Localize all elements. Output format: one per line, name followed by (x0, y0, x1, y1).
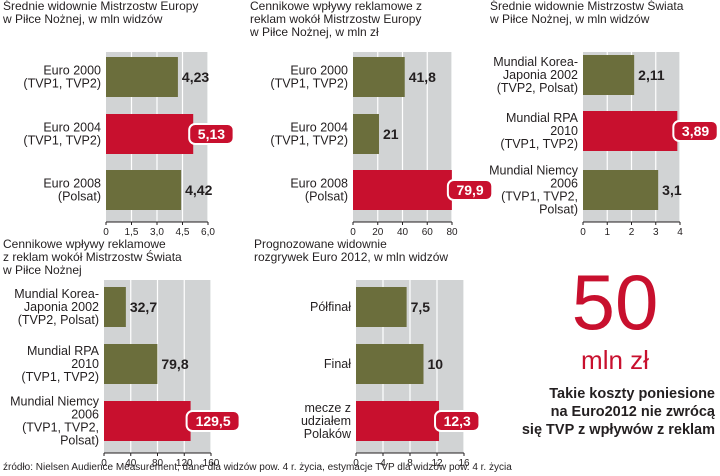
category-label: Mundial RPA 2010 (TVP1, TVP2) (21, 344, 99, 384)
value-label: 7,5 (411, 299, 431, 315)
big-number-unit: mln zł (581, 345, 649, 375)
tick-label: 0 (101, 458, 107, 469)
chart-title: Prognozowane widownie rozgrywek Euro 201… (254, 237, 449, 264)
chart-world-cup-ad-revenue: Mundial Korea-Japonia 2002 (TVP2, Polsat)… (10, 280, 241, 469)
chart-panel-euro-ad-revenue: Cennikowe wpływy reklamowe z reklam wokó… (250, 0, 494, 238)
tick-label: 6,0 (201, 227, 215, 238)
bar (104, 287, 126, 327)
tick-label: 1,5 (125, 227, 139, 238)
value-label: 12,3 (444, 413, 471, 429)
bar (104, 401, 191, 441)
chart-euro-audience: Euro 2000 (TVP1, TVP2) 4,23 Euro 2004 (TVP1,… (23, 52, 235, 238)
bar (353, 114, 379, 154)
chart-panel-euro2012-forecast: Prognozowane widownie rozgrywek Euro 201… (254, 237, 486, 469)
bar (353, 170, 452, 210)
summary-note: Takie koszty poniesione na Euro2012 nie … (490, 385, 715, 439)
value-label: 10 (428, 356, 444, 372)
tick-label: 4 (677, 227, 683, 238)
category-label: Mundial Korea-Japonia 2002 (TVP2, Polsat) (14, 287, 99, 327)
tick-label: 0 (353, 458, 359, 469)
tick-label: 3 (653, 227, 659, 238)
category-label: Euro 2008 (Polsat) (43, 177, 101, 204)
value-label: 41,8 (409, 69, 436, 85)
value-label: 79,9 (456, 182, 483, 198)
tick-label: 60 (422, 227, 434, 238)
chart-world-cup-audience: Mundial Korea-Japonia 2002 (TVP2, Polsat)… (489, 52, 719, 238)
bar (353, 57, 405, 97)
tick-label: 16 (458, 458, 470, 469)
value-badge (434, 410, 481, 432)
bar (106, 170, 182, 210)
bar (583, 170, 659, 210)
bar (356, 401, 440, 441)
category-label: mecze z udziałem Polaków (301, 401, 352, 441)
tick-label: 3,0 (150, 227, 164, 238)
chart-euro-ad-revenue: Euro 2000 (TVP1, TVP2) 41,8 Euro 2004 (TVP1,… (270, 52, 494, 238)
category-label: Euro 2004 (TVP1, TVP2) (23, 121, 101, 148)
tick-label: 12 (431, 458, 443, 469)
bar (106, 114, 194, 154)
bar (356, 287, 407, 327)
bar (104, 344, 158, 384)
value-label: 129,5 (196, 413, 231, 429)
tick-label: 80 (152, 458, 164, 469)
value-badge (446, 179, 494, 201)
chart-panel-world-cup-ad-revenue: Cennikowe wpływy reklamowe z reklam wokó… (3, 237, 248, 469)
summary-note-line: na Euro2012 nie zwrócą (550, 404, 715, 420)
value-badge (672, 120, 719, 142)
value-label: 3,89 (682, 123, 709, 139)
tick-label: 0 (580, 227, 586, 238)
category-label: Euro 2000 (TVP1, TVP2) (23, 64, 101, 91)
category-label: Mundial Niemcy 2006 (TVP1, TVP2, Polsat) (10, 395, 100, 448)
chart-panel-world-cup-audience: Średnie widownie Mistrzostw Świata w Pił… (489, 0, 719, 238)
chart-title: Średnie widownie Mistrzostw Świata w Pił… (490, 0, 684, 26)
summary-note-line: się TVP z wpływów z reklam (521, 422, 715, 438)
category-label: Półfinał (310, 300, 351, 314)
category-label: Euro 2004 (TVP1, TVP2) (270, 121, 348, 148)
chart-euro2012-forecast: Półfinał 7,5 Finał 10 mecze z udziałem Polaków… (301, 280, 481, 469)
tick-label: 1 (604, 227, 610, 238)
value-label: 4,23 (182, 69, 209, 85)
value-label: 3,1 (662, 182, 682, 198)
category-label: Mundial RPA 2010 (TVP1, TVP2) (500, 111, 578, 151)
value-label: 2,11 (638, 67, 665, 83)
tick-label: 80 (446, 227, 458, 238)
value-badge (188, 123, 235, 145)
tick-label: 20 (372, 227, 384, 238)
source-note: źródło: Nielsen Audience Measurement, da… (3, 462, 512, 473)
tick-label: 8 (407, 458, 413, 469)
category-label: Finał (324, 357, 351, 371)
category-label: Euro 2000 (TVP1, TVP2) (270, 64, 348, 91)
tick-label: 40 (397, 227, 409, 238)
bar (583, 55, 635, 95)
tick-label: 2 (629, 227, 635, 238)
chart-title: Cennikowe wpływy reklamowe z reklam wokó… (3, 237, 182, 277)
chart-title: Średnie widownie Mistrzostw Europy w Pił… (3, 0, 199, 26)
tick-label: 160 (203, 458, 220, 469)
tick-label: 0 (350, 227, 356, 238)
tick-label: 0 (103, 227, 109, 238)
value-badge (185, 410, 241, 432)
value-label: 4,42 (185, 182, 212, 198)
bar (106, 57, 178, 97)
bar (356, 344, 424, 384)
value-label: 21 (383, 126, 399, 142)
bar (583, 111, 678, 151)
category-label: Mundial Korea-Japonia 2002 (TVP2, Polsat) (493, 55, 578, 95)
tick-label: 120 (176, 458, 193, 469)
tick-label: 4 (380, 458, 386, 469)
value-label: 32,7 (130, 299, 157, 315)
category-label: Mundial Niemcy 2006 (TVP1, TVP2, Polsat) (489, 164, 579, 217)
chart-title: Cennikowe wpływy reklamowe z reklam wokó… (250, 0, 423, 39)
tick-label: 40 (125, 458, 137, 469)
chart-panel-euro-audience: Średnie widownie Mistrzostw Europy w Pił… (3, 0, 243, 238)
value-label: 5,13 (198, 126, 225, 142)
value-label: 79,8 (161, 356, 188, 372)
tick-label: 4,5 (176, 227, 190, 238)
summary-note-line: Takie koszty poniesione (549, 386, 715, 402)
category-label: Euro 2008 (Polsat) (290, 177, 348, 204)
big-number: 50 (571, 258, 659, 346)
